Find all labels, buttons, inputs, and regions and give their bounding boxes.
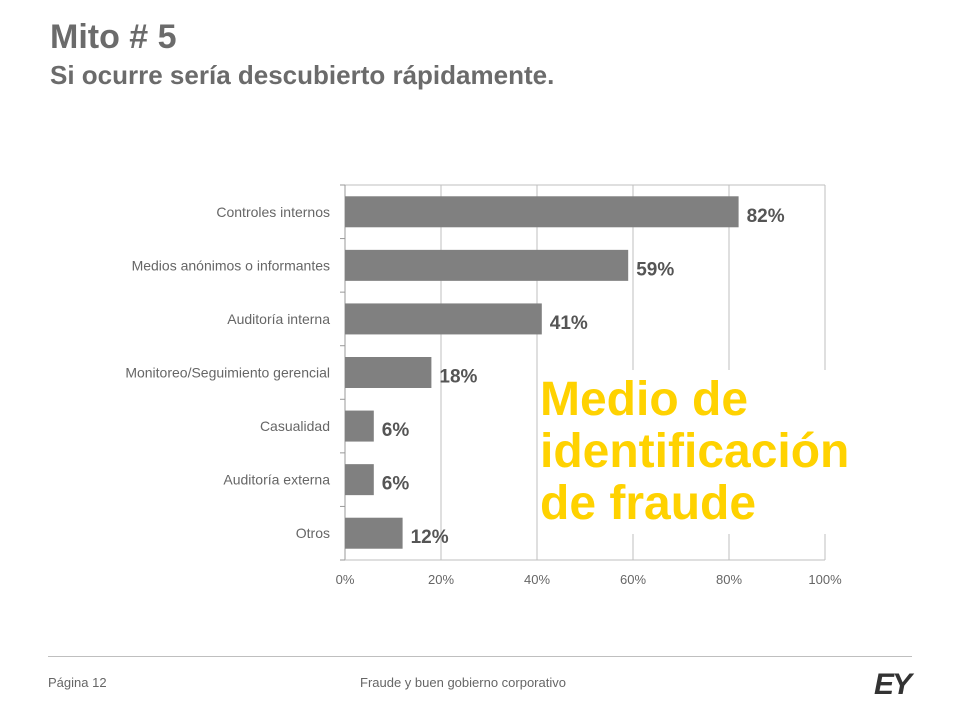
callout-line-1: Medio de [540,373,749,426]
bar [345,303,542,335]
data-label: 82% [747,206,785,227]
data-label: 41% [550,313,588,334]
callout-text: Medio de identificación de fraude [540,370,890,534]
x-tick-label: 100% [808,572,842,587]
category-label: Monitoreo/Seguimiento gerencial [125,365,330,381]
x-tick-label: 80% [716,572,742,587]
page-subtitle: Si ocurre sería descubierto rápidamente. [50,60,555,90]
x-tick-label: 0% [336,572,355,587]
footer-divider [48,656,912,657]
data-label: 6% [382,420,410,441]
x-tick-label: 40% [524,572,550,587]
bar [345,410,374,442]
data-label: 6% [382,474,410,495]
x-tick-label: 60% [620,572,646,587]
bar [345,517,403,549]
data-label: 12% [411,527,449,548]
bar [345,464,374,496]
callout-line-2: identificación [540,425,850,478]
category-label: Medios anónimos o informantes [132,257,330,273]
data-label: 59% [636,259,674,280]
category-label: Casualidad [260,418,330,434]
category-label: Auditoría externa [223,472,330,488]
ey-logo: EY [874,668,912,701]
page-title: Mito # 5 [50,18,177,56]
footer-caption: Fraude y buen gobierno corporativo [360,675,566,690]
footer-page-number: Página 12 [48,675,107,690]
category-label: Controles internos [216,204,330,220]
bar [345,196,739,228]
data-label: 18% [439,367,477,388]
category-label: Otros [296,525,330,541]
x-tick-label: 20% [428,572,454,587]
bar [345,357,432,388]
category-label: Auditoría interna [227,311,330,327]
bar [345,249,629,281]
callout-line-3: de fraude [540,477,757,530]
